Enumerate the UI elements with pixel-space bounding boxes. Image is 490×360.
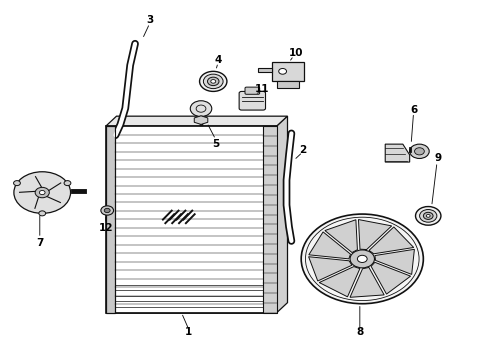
Polygon shape <box>325 220 357 252</box>
Circle shape <box>419 210 437 222</box>
Polygon shape <box>258 68 272 72</box>
Polygon shape <box>369 227 414 254</box>
Polygon shape <box>371 262 411 294</box>
Polygon shape <box>319 266 360 297</box>
Text: 5: 5 <box>212 139 220 149</box>
FancyBboxPatch shape <box>239 91 266 110</box>
Circle shape <box>357 255 367 262</box>
Text: 9: 9 <box>435 153 441 163</box>
Polygon shape <box>359 220 392 249</box>
Text: 6: 6 <box>410 105 417 115</box>
Bar <box>106 126 115 313</box>
Text: 4: 4 <box>215 55 222 65</box>
Circle shape <box>14 172 71 213</box>
Bar <box>106 126 115 313</box>
Text: 1: 1 <box>185 327 193 337</box>
Bar <box>263 126 277 313</box>
Circle shape <box>101 206 114 215</box>
Circle shape <box>39 211 46 216</box>
Text: 10: 10 <box>289 48 303 58</box>
Circle shape <box>64 181 71 186</box>
Circle shape <box>279 68 287 74</box>
Circle shape <box>415 148 424 155</box>
Circle shape <box>416 207 441 225</box>
Text: 2: 2 <box>299 144 306 154</box>
Circle shape <box>190 101 212 117</box>
FancyBboxPatch shape <box>245 87 260 94</box>
Text: 11: 11 <box>255 84 270 94</box>
Polygon shape <box>375 249 415 274</box>
Text: 7: 7 <box>36 238 44 248</box>
Text: 8: 8 <box>356 327 364 337</box>
Circle shape <box>35 187 49 198</box>
Circle shape <box>426 215 430 217</box>
Polygon shape <box>277 116 288 313</box>
Polygon shape <box>194 116 208 125</box>
Circle shape <box>211 80 216 83</box>
Circle shape <box>39 190 45 195</box>
Circle shape <box>207 77 219 86</box>
Circle shape <box>104 208 110 213</box>
Polygon shape <box>309 232 350 259</box>
Polygon shape <box>350 267 384 297</box>
Text: 3: 3 <box>146 15 153 26</box>
Circle shape <box>199 71 227 91</box>
Circle shape <box>410 144 429 158</box>
Circle shape <box>14 181 21 186</box>
Polygon shape <box>385 144 410 162</box>
Circle shape <box>203 74 223 89</box>
Polygon shape <box>277 81 299 88</box>
Circle shape <box>423 212 433 219</box>
Bar <box>106 126 277 313</box>
Circle shape <box>350 250 374 268</box>
Polygon shape <box>309 257 352 281</box>
Polygon shape <box>106 116 288 126</box>
Circle shape <box>301 214 423 304</box>
Text: 12: 12 <box>98 224 113 233</box>
Bar <box>272 62 304 81</box>
